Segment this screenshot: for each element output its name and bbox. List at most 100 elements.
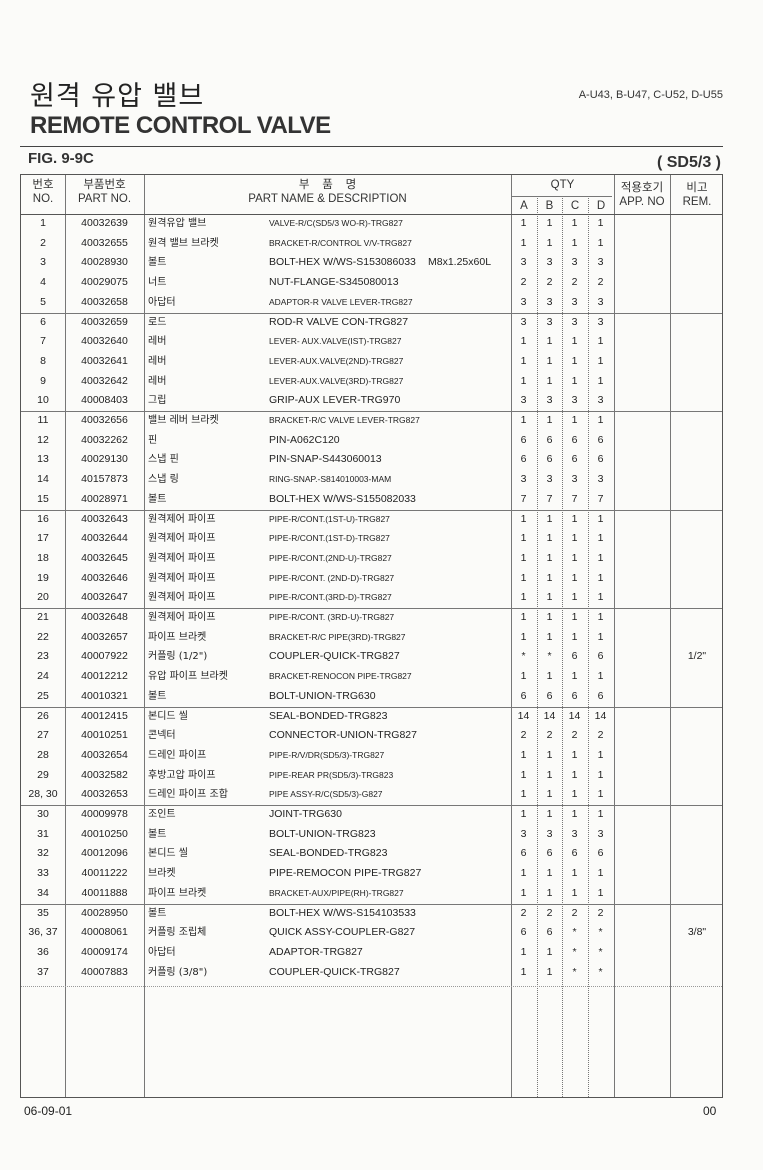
part-description: SEAL-BONDED-TRG823 bbox=[269, 709, 388, 722]
table-row: 12 40032262 핀 PIN-A062C120 6 6 6 6 bbox=[21, 431, 724, 451]
part-name-ko: 커플링 조립체 bbox=[148, 927, 207, 939]
part-name-ko: 원격제어 파이프 bbox=[148, 592, 216, 604]
item-number: 15 bbox=[37, 492, 49, 505]
table-row: 29 40032582 후방고압 파이프 PIPE-REAR PR(SD5/3)-TR… bbox=[21, 766, 724, 786]
qty-a: 1 bbox=[520, 611, 527, 623]
part-description: BOLT-HEX W/WS-S153086033 bbox=[269, 256, 416, 269]
item-number: 25 bbox=[37, 689, 49, 702]
table-row: 17 40032644 원격제어 파이프 PIPE-R/CONT.(1ST-D)-TR… bbox=[21, 529, 724, 549]
qty-d: * bbox=[598, 965, 603, 978]
header-app-no: 적용호기 APP. NO bbox=[614, 181, 670, 209]
part-description: BRACKET-R/C VALVE LEVER-TRG827 bbox=[269, 415, 420, 425]
qty-a: 1 bbox=[520, 630, 527, 643]
qty-b: 1 bbox=[546, 374, 553, 387]
part-description: SEAL-BONDED-TRG823 bbox=[269, 847, 388, 860]
table-row: 14 40157873 스냅 링 RING-SNAP.-S814010003-MAM 3… bbox=[21, 470, 724, 490]
qty-b: 1 bbox=[546, 236, 553, 249]
qty-b: 1 bbox=[546, 630, 553, 643]
part-description: PIPE-R/CONT. (2ND-D)-TRG827 bbox=[269, 572, 395, 583]
qty-d: 2 bbox=[597, 276, 604, 289]
part-description: COUPLER-QUICK-TRG827 bbox=[269, 650, 400, 663]
qty-d: 1 bbox=[597, 571, 604, 584]
part-number: 40008061 bbox=[81, 926, 128, 939]
item-number: 27 bbox=[37, 729, 49, 742]
remarks: 3/8" bbox=[687, 926, 707, 939]
qty-c: 1 bbox=[571, 591, 578, 604]
qty-b: 3 bbox=[546, 394, 553, 407]
part-description: PIPE-R/CONT.(1ST-U)-TRG827 bbox=[269, 513, 390, 524]
qty-c: 3 bbox=[571, 256, 578, 269]
item-number: 35 bbox=[37, 906, 49, 919]
qty-c: 3 bbox=[571, 473, 578, 486]
table-row: 3 40028930 볼트 BOLT-HEX W/WS-S153086033 M8x1.… bbox=[21, 253, 724, 273]
item-number: 12 bbox=[37, 433, 49, 446]
item-number: 21 bbox=[37, 611, 49, 623]
qty-a: 1 bbox=[520, 217, 527, 229]
table-row: 11 40032656 밸브 레버 브라켓 BRACKET-R/C VALVE LEV… bbox=[21, 411, 724, 431]
part-description: VALVE-R/C(SD5/3 WO-R)-TRG827 bbox=[269, 218, 403, 228]
qty-c: 1 bbox=[571, 414, 578, 426]
qty-c: 1 bbox=[571, 867, 578, 880]
header-no: 번호 NO. bbox=[21, 178, 65, 206]
part-number: 40032653 bbox=[81, 788, 128, 801]
qty-a: 1 bbox=[520, 768, 527, 781]
part-number: 40032644 bbox=[81, 532, 128, 545]
qty-b: 1 bbox=[546, 414, 553, 426]
part-number: 40032639 bbox=[81, 217, 128, 229]
qty-c: 3 bbox=[571, 315, 578, 328]
column-divider bbox=[65, 175, 66, 1097]
part-name-ko: 브라켓 bbox=[148, 868, 176, 880]
item-number: 37 bbox=[37, 965, 49, 978]
qty-b: 1 bbox=[546, 532, 553, 545]
qty-c: 1 bbox=[571, 670, 578, 683]
part-name-ko: 원격유압 밸브 bbox=[148, 218, 207, 229]
group-divider bbox=[21, 986, 722, 988]
qty-a: 1 bbox=[520, 512, 527, 525]
group-divider bbox=[21, 411, 722, 412]
qty-d: 3 bbox=[597, 315, 604, 328]
qty-d: 6 bbox=[597, 433, 604, 446]
qty-b: 1 bbox=[546, 591, 553, 604]
qty-b: 3 bbox=[546, 256, 553, 269]
part-number: 40032642 bbox=[81, 374, 128, 387]
variant-label: ( SD5/3 ) bbox=[656, 154, 721, 171]
item-number: 19 bbox=[37, 571, 49, 584]
table-row: 24 40012212 유압 파이프 브라켓 BRACKET-RENOCON PIPE… bbox=[21, 667, 724, 687]
part-description: PIPE-R/CONT.(3RD-D)-TRG827 bbox=[269, 592, 392, 603]
item-number: 33 bbox=[37, 867, 49, 880]
qty-d: 1 bbox=[597, 374, 604, 387]
qty-b: 6 bbox=[546, 926, 553, 939]
part-description: JOINT-TRG630 bbox=[269, 808, 342, 820]
qty-a: 3 bbox=[520, 315, 527, 328]
qty-c: 7 bbox=[571, 492, 578, 505]
table-row: 10 40008403 그립 GRIP-AUX LEVER-TRG970 3 3 3 3 bbox=[21, 391, 724, 411]
part-number: 40028950 bbox=[81, 906, 128, 919]
qty-c: 1 bbox=[571, 886, 578, 899]
table-row: 30 40009978 조인트 JOINT-TRG630 1 1 1 1 bbox=[21, 805, 724, 825]
part-description: ROD-R VALVE CON-TRG827 bbox=[269, 315, 409, 328]
qty-b: 1 bbox=[546, 512, 553, 525]
part-description: QUICK ASSY-COUPLER-G827 bbox=[269, 926, 416, 939]
qty-a: 1 bbox=[520, 808, 527, 820]
parts-table: 번호 NO. 부품번호 PART NO. 부 품 명 PART NAME & D… bbox=[20, 174, 723, 1098]
part-number: 40010321 bbox=[81, 689, 128, 702]
part-name-ko: 핀 bbox=[148, 434, 158, 446]
qty-b: 3 bbox=[546, 827, 553, 840]
part-name-ko: 원격 밸브 브라켓 bbox=[148, 237, 219, 249]
qty-b: 1 bbox=[546, 611, 553, 623]
qty-a: 6 bbox=[520, 847, 527, 860]
item-number: 17 bbox=[37, 532, 49, 545]
column-divider bbox=[562, 196, 563, 1097]
part-name-ko: 커플링 (3/8") bbox=[148, 966, 208, 978]
qty-b: 1 bbox=[546, 571, 553, 584]
item-number: 29 bbox=[37, 768, 49, 781]
header-remarks: 비고 REM. bbox=[670, 181, 724, 209]
column-divider bbox=[537, 196, 538, 1097]
header-name-en: PART NAME & DESCRIPTION bbox=[248, 193, 407, 205]
footer-date: 06-09-01 bbox=[24, 1104, 73, 1118]
qty-b: 2 bbox=[546, 906, 553, 919]
table-row: 25 40010321 볼트 BOLT-UNION-TRG630 6 6 6 6 bbox=[21, 687, 724, 707]
qty-d: 1 bbox=[597, 414, 604, 426]
table-row: 33 40011222 브라켓 PIPE-REMOCON PIPE-TRG827 1 1 1… bbox=[21, 864, 724, 884]
item-number: 2 bbox=[40, 236, 46, 249]
